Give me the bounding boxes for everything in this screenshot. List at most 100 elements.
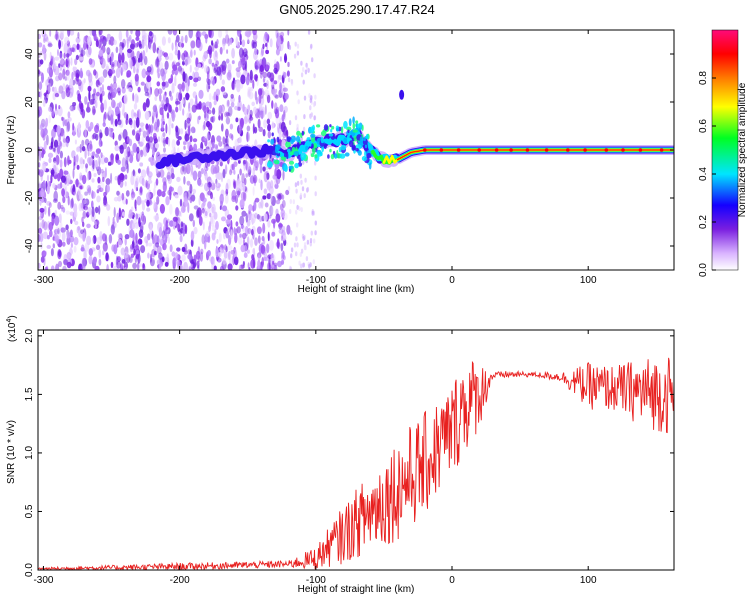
noise-cell <box>123 94 128 105</box>
snr-series-line <box>38 357 674 570</box>
noise-cell <box>208 225 211 233</box>
noise-cell <box>144 111 150 121</box>
noise-cell <box>152 104 157 113</box>
noise-cell <box>38 42 43 48</box>
ridge-peak <box>638 148 643 152</box>
noise-cell <box>224 244 227 251</box>
noise-cell <box>225 182 229 193</box>
noise-cell <box>62 64 66 75</box>
noise-cell <box>64 36 70 45</box>
noise-cell <box>289 209 292 214</box>
noise-cell <box>199 251 204 262</box>
noise-cell <box>47 206 51 217</box>
noise-cell <box>299 252 302 257</box>
noise-cell <box>162 93 167 102</box>
noise-cell <box>246 131 249 143</box>
noise-cell <box>216 239 219 244</box>
noise-cell <box>212 196 216 201</box>
noise-cell <box>216 182 219 187</box>
noise-cell <box>108 126 111 137</box>
noise-cell <box>235 36 239 47</box>
noise-cell <box>59 30 65 39</box>
noise-cell <box>295 188 298 194</box>
noise-cell <box>285 130 288 138</box>
colorbar-tick-label: 0.2 <box>698 215 709 229</box>
noise-cell <box>287 186 291 192</box>
noise-cell <box>129 229 135 239</box>
noise-cell <box>152 112 156 117</box>
noise-cell <box>140 81 145 86</box>
noise-cell <box>118 214 122 220</box>
noise-cell <box>81 216 84 223</box>
noise-cell <box>80 184 84 190</box>
noise-cell <box>221 123 224 132</box>
noise-cell <box>163 235 166 241</box>
noise-cell <box>234 233 238 244</box>
noise-cell <box>230 229 233 240</box>
noise-cell <box>100 102 105 113</box>
ridge-blob <box>285 141 291 148</box>
noise-cell <box>59 52 63 59</box>
noise-cell <box>133 103 138 110</box>
noise-cell <box>165 219 169 231</box>
noise-cell <box>198 31 202 37</box>
noise-cell <box>46 93 49 99</box>
noise-cell <box>108 106 112 116</box>
noise-cell <box>73 245 77 253</box>
noise-cell <box>264 89 270 97</box>
noise-cell <box>293 242 297 248</box>
noise-cell <box>218 140 223 147</box>
noise-cell <box>219 205 222 210</box>
noise-cell <box>52 147 56 152</box>
noise-cell <box>248 166 252 176</box>
noise-cell <box>300 263 303 269</box>
noise-cell <box>156 68 161 77</box>
noise-cell <box>217 30 223 38</box>
noise-cell <box>258 88 263 96</box>
noise-cell <box>241 210 247 217</box>
noise-cell <box>99 95 102 102</box>
ridge-peak <box>439 148 444 152</box>
noise-cell <box>218 105 223 114</box>
noise-cell <box>269 38 273 48</box>
noise-cell <box>250 213 256 224</box>
noise-cell <box>124 234 130 240</box>
noise-cell <box>91 151 96 156</box>
noise-cell <box>236 69 241 78</box>
noise-cell <box>125 160 129 170</box>
noise-cell <box>150 253 152 263</box>
noise-cell <box>278 228 284 234</box>
noise-cell <box>275 106 280 115</box>
noise-cell <box>271 205 274 215</box>
noise-cell <box>66 69 70 81</box>
noise-cell <box>198 196 201 206</box>
noise-cell <box>254 47 258 55</box>
ridge-blob <box>361 155 367 162</box>
noise-cell <box>115 67 121 79</box>
ridge-peak <box>509 148 513 152</box>
noise-cell <box>255 59 260 68</box>
noise-cell <box>281 114 285 122</box>
noise-cell <box>126 163 129 174</box>
noise-cell <box>207 182 212 188</box>
noise-cell <box>156 68 159 74</box>
noise-cell <box>161 70 166 82</box>
noise-cell <box>164 261 169 267</box>
noise-cell <box>139 239 143 245</box>
noise-cell <box>222 258 227 265</box>
noise-cell <box>153 200 156 209</box>
noise-cell <box>314 175 317 181</box>
noise-cell <box>184 34 188 44</box>
noise-cell <box>93 32 97 42</box>
noise-cell <box>155 118 160 128</box>
ridge-blob <box>338 146 342 153</box>
noise-cell <box>247 262 250 269</box>
noise-cell <box>236 190 241 196</box>
noise-cell <box>161 81 166 87</box>
noise-cell <box>189 135 193 143</box>
noise-cell <box>266 181 271 191</box>
noise-cell <box>256 77 259 87</box>
noise-cell <box>164 55 170 61</box>
noise-cell <box>75 178 79 188</box>
noise-cell <box>150 125 153 136</box>
